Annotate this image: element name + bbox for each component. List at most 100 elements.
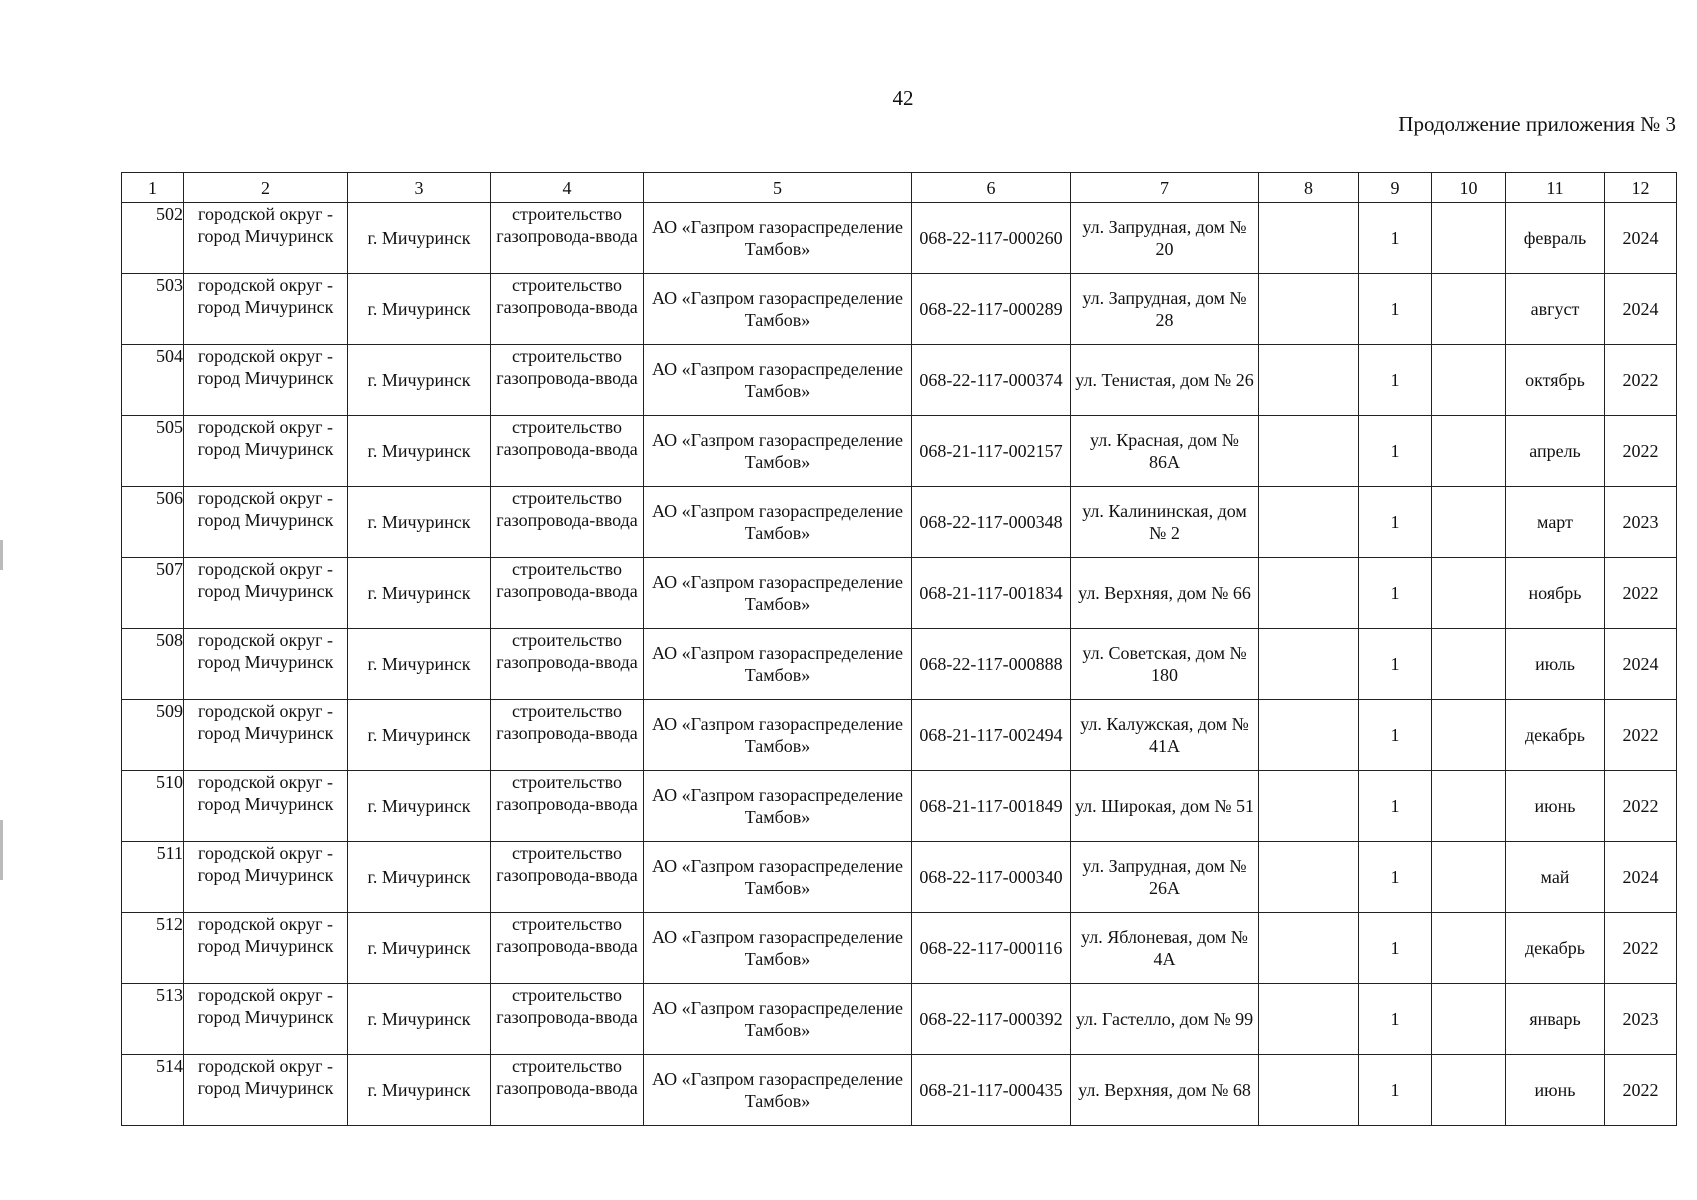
cell-col-10	[1431, 486, 1506, 558]
cell-quantity: 1	[1358, 983, 1432, 1055]
cell-settlement: г. Мичуринск	[347, 628, 491, 700]
cell-col-8	[1258, 273, 1359, 345]
cell-quantity: 1	[1358, 770, 1432, 842]
cell-month: май	[1505, 841, 1605, 913]
column-header: 7	[1070, 172, 1259, 203]
cell-settlement: г. Мичуринск	[347, 912, 491, 984]
cell-application-number: 068-21-117-001834	[911, 557, 1071, 629]
table-row: 502 городской округ - город Мичуринск г. М…	[121, 202, 1677, 274]
cell-col-8	[1258, 628, 1359, 700]
cell-month: декабрь	[1505, 699, 1605, 771]
cell-row-number: 512	[121, 912, 184, 984]
cell-application-number: 068-22-117-000260	[911, 202, 1071, 274]
cell-row-number: 508	[121, 628, 184, 700]
cell-municipality: городской округ - город Мичуринск	[183, 344, 348, 416]
cell-col-8	[1258, 202, 1359, 274]
column-header: 11	[1505, 172, 1605, 203]
cell-col-8	[1258, 912, 1359, 984]
cell-work-type: строительство газопровода-ввода	[490, 770, 644, 842]
cell-row-number: 504	[121, 344, 184, 416]
cell-year: 2024	[1604, 628, 1677, 700]
cell-row-number: 513	[121, 983, 184, 1055]
cell-year: 2022	[1604, 770, 1677, 842]
cell-address: ул. Тенистая, дом № 26	[1070, 344, 1259, 416]
cell-municipality: городской округ - город Мичуринск	[183, 983, 348, 1055]
cell-address: ул. Широкая, дом № 51	[1070, 770, 1259, 842]
cell-settlement: г. Мичуринск	[347, 1054, 491, 1126]
cell-col-10	[1431, 983, 1506, 1055]
table-row: 513 городской округ - город Мичуринск г. М…	[121, 983, 1677, 1055]
cell-work-type: строительство газопровода-ввода	[490, 699, 644, 771]
cell-organization: АО «Газпром газораспределение Тамбов»	[643, 273, 912, 345]
cell-year: 2023	[1604, 983, 1677, 1055]
cell-organization: АО «Газпром газораспределение Тамбов»	[643, 983, 912, 1055]
column-header: 12	[1604, 172, 1677, 203]
column-header: 10	[1431, 172, 1506, 203]
cell-col-10	[1431, 415, 1506, 487]
cell-application-number: 068-22-117-000116	[911, 912, 1071, 984]
cell-application-number: 068-22-117-000888	[911, 628, 1071, 700]
cell-application-number: 068-21-117-002494	[911, 699, 1071, 771]
cell-work-type: строительство газопровода-ввода	[490, 557, 644, 629]
cell-work-type: строительство газопровода-ввода	[490, 486, 644, 558]
table-row: 512 городской округ - город Мичуринск г. М…	[121, 912, 1677, 984]
cell-work-type: строительство газопровода-ввода	[490, 273, 644, 345]
cell-settlement: г. Мичуринск	[347, 699, 491, 771]
table-row: 511 городской округ - город Мичуринск г. М…	[121, 841, 1677, 913]
column-header: 5	[643, 172, 912, 203]
cell-month: декабрь	[1505, 912, 1605, 984]
cell-address: ул. Гастелло, дом № 99	[1070, 983, 1259, 1055]
table-row: 510 городской округ - город Мичуринск г. М…	[121, 770, 1677, 842]
cell-municipality: городской округ - город Мичуринск	[183, 415, 348, 487]
cell-month: июнь	[1505, 1054, 1605, 1126]
cell-month: февраль	[1505, 202, 1605, 274]
cell-address: ул. Запрудная, дом № 28	[1070, 273, 1259, 345]
cell-row-number: 507	[121, 557, 184, 629]
cell-col-10	[1431, 628, 1506, 700]
column-header: 9	[1358, 172, 1432, 203]
cell-col-8	[1258, 699, 1359, 771]
cell-application-number: 068-21-117-001849	[911, 770, 1071, 842]
cell-quantity: 1	[1358, 1054, 1432, 1126]
cell-settlement: г. Мичуринск	[347, 344, 491, 416]
cell-address: ул. Запрудная, дом № 26А	[1070, 841, 1259, 913]
table-row: 504 городской округ - город Мичуринск г. М…	[121, 344, 1677, 416]
scan-artifact	[0, 820, 3, 880]
cell-col-10	[1431, 770, 1506, 842]
cell-application-number: 068-22-117-000348	[911, 486, 1071, 558]
cell-municipality: городской округ - город Мичуринск	[183, 699, 348, 771]
cell-col-8	[1258, 841, 1359, 913]
table-row: 505 городской округ - город Мичуринск г. М…	[121, 415, 1677, 487]
cell-organization: АО «Газпром газораспределение Тамбов»	[643, 202, 912, 274]
cell-municipality: городской округ - город Мичуринск	[183, 628, 348, 700]
cell-col-10	[1431, 202, 1506, 274]
cell-organization: АО «Газпром газораспределение Тамбов»	[643, 415, 912, 487]
cell-settlement: г. Мичуринск	[347, 841, 491, 913]
cell-municipality: городской округ - город Мичуринск	[183, 841, 348, 913]
cell-work-type: строительство газопровода-ввода	[490, 628, 644, 700]
cell-quantity: 1	[1358, 841, 1432, 913]
cell-col-10	[1431, 557, 1506, 629]
cell-col-10	[1431, 699, 1506, 771]
cell-organization: АО «Газпром газораспределение Тамбов»	[643, 912, 912, 984]
cell-year: 2024	[1604, 841, 1677, 913]
cell-address: ул. Запрудная, дом № 20	[1070, 202, 1259, 274]
cell-organization: АО «Газпром газораспределение Тамбов»	[643, 841, 912, 913]
cell-month: апрель	[1505, 415, 1605, 487]
cell-month: июль	[1505, 628, 1605, 700]
cell-row-number: 510	[121, 770, 184, 842]
cell-col-8	[1258, 770, 1359, 842]
cell-year: 2022	[1604, 1054, 1677, 1126]
cell-municipality: городской округ - город Мичуринск	[183, 202, 348, 274]
cell-year: 2023	[1604, 486, 1677, 558]
column-header: 2	[183, 172, 348, 203]
cell-organization: АО «Газпром газораспределение Тамбов»	[643, 486, 912, 558]
cell-municipality: городской округ - город Мичуринск	[183, 770, 348, 842]
cell-col-8	[1258, 415, 1359, 487]
cell-row-number: 502	[121, 202, 184, 274]
cell-row-number: 506	[121, 486, 184, 558]
cell-row-number: 505	[121, 415, 184, 487]
cell-year: 2022	[1604, 557, 1677, 629]
cell-address: ул. Красная, дом № 86А	[1070, 415, 1259, 487]
cell-month: июнь	[1505, 770, 1605, 842]
